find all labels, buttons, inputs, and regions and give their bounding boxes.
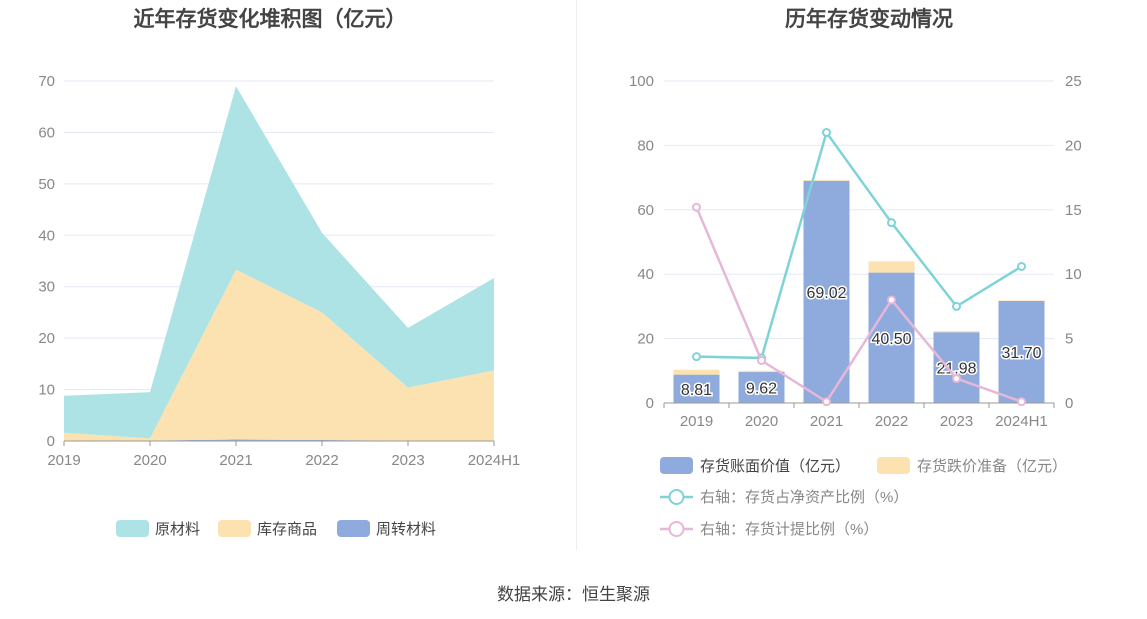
legend-label: 存货账面价值（亿元） [700,458,850,475]
y-left-tick-label: 60 [637,202,654,219]
y-tick-label: 50 [38,176,55,193]
line-series-0 [696,129,1023,360]
y-right-tick-label: 5 [1065,331,1073,348]
bar-book-value [998,300,1045,403]
bar-data-label: 9.62 [746,381,777,398]
line-point [1017,261,1026,271]
legend-swatch [660,457,693,474]
bar-provision [803,180,850,181]
y-tick-label: 60 [38,124,55,141]
legend-swatch [337,520,370,537]
x-tick-label: 2022 [305,452,338,469]
x-tick-label: 2023 [940,413,973,430]
bar-book-value [738,372,785,403]
legend-label: 右轴：存货占净资产比例（%） [700,489,908,506]
bar-data-label: 69.02 [806,285,846,302]
area-series-1 [64,269,494,441]
line-point [952,374,961,384]
y-right-tick-label: 15 [1065,202,1082,219]
legend-label: 存货跌价准备（亿元） [917,458,1067,475]
legend-label: 原材料 [155,521,200,538]
bar-data-label: 8.81 [681,382,712,399]
legend-label: 周转材料 [376,521,436,538]
inventory-bar-line-chart: 历年存货变动情况 0 20 40 60 80 100 0 5 10 15 20 25 8.81 9.62 69… [629,7,1082,538]
x-tick-label: 2024H1 [468,452,521,469]
legend-swatch [218,520,251,537]
line-series-1 [695,206,1022,404]
bar-book-value [803,180,850,403]
legend-swatch [877,457,910,474]
bar-book-value [673,374,720,403]
y-left-tick-label: 80 [637,137,654,154]
legend-line-marker [668,489,685,505]
y-left-tick-label: 40 [637,266,654,283]
bar-data-label: 31.70 [1001,345,1041,362]
x-tick-label: 2019 [47,452,80,469]
legend-line-marker [668,521,685,537]
area-series-2 [64,86,494,439]
line-point [692,352,701,362]
y-left-tick-label: 0 [646,395,654,412]
y-right-tick-label: 10 [1065,266,1082,283]
y-tick-label: 10 [38,382,55,399]
y-tick-label: 20 [38,330,55,347]
x-tick-label: 2021 [810,413,843,430]
line-point [822,128,831,138]
y-right-tick-label: 0 [1065,395,1073,412]
x-tick-label: 2021 [219,452,252,469]
line-point [757,355,766,365]
bar-book-value [868,272,915,403]
line-point [692,202,701,212]
source-caption: 数据来源：恒生聚源 [497,585,650,605]
bar-data-label: 40.50 [871,331,911,348]
y-right-tick-label: 20 [1065,137,1082,154]
y-tick-label: 30 [38,279,55,296]
bar-provision [868,261,915,273]
line-point [822,397,831,407]
y-left-tick-label: 20 [637,331,654,348]
line-point [887,218,896,228]
x-tick-label: 2022 [875,413,908,430]
bar-provision [933,330,980,333]
y-right-tick-label: 25 [1065,73,1082,90]
y-left-tick-label: 100 [629,73,654,90]
bar-provision [998,300,1045,301]
x-tick-label: 2020 [133,452,166,469]
stacked-area-chart: 近年存货变化堆积图（亿元） 0 10 20 30 40 50 60 70 2019 2020 2021… [38,7,521,538]
bar-book-value [933,332,980,403]
bar-provision [673,369,720,375]
chart-title: 历年存货变动情况 [785,7,953,31]
line-point [1017,397,1026,407]
legend-label: 右轴：存货计提比例（%） [700,521,878,538]
panel-divider [576,0,577,550]
chart-title: 近年存货变化堆积图（亿元） [134,7,407,31]
y-tick-label: 0 [47,433,55,450]
x-tick-label: 2024H1 [995,413,1048,430]
y-tick-label: 70 [38,73,55,90]
line-point [952,301,961,311]
x-tick-label: 2023 [391,452,424,469]
x-tick-label: 2020 [745,413,778,430]
bar-provision [738,370,785,373]
y-tick-label: 40 [38,227,55,244]
legend-swatch [116,520,149,537]
x-tick-label: 2019 [680,413,713,430]
legend-label: 库存商品 [257,521,317,538]
line-point [887,295,896,305]
